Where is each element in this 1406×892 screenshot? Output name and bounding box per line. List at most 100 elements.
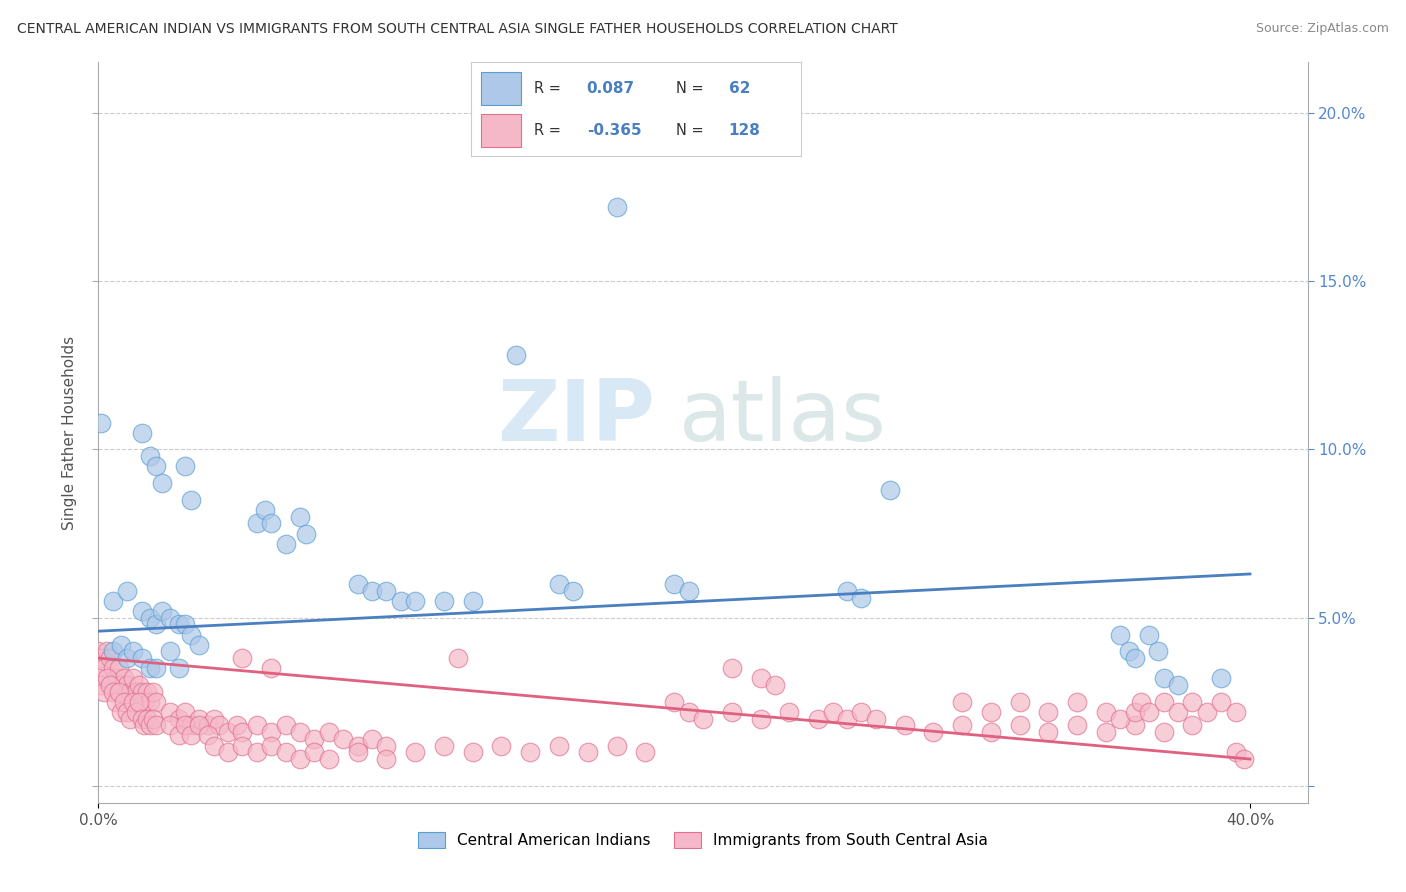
Point xyxy=(375,752,398,766)
Point xyxy=(361,731,384,746)
Point xyxy=(87,671,110,685)
Point xyxy=(720,705,742,719)
Point xyxy=(98,678,121,692)
Point xyxy=(159,718,181,732)
Point xyxy=(173,459,195,474)
Point xyxy=(159,644,181,658)
Point xyxy=(90,678,112,692)
Point xyxy=(950,695,973,709)
Point xyxy=(1225,705,1247,719)
Point xyxy=(879,483,901,497)
Point xyxy=(288,725,311,739)
Point xyxy=(1137,705,1160,719)
Point xyxy=(173,617,195,632)
Point xyxy=(1153,725,1175,739)
Point xyxy=(145,718,167,732)
Point xyxy=(188,712,211,726)
Point xyxy=(1123,705,1146,719)
Point xyxy=(922,725,945,739)
Point xyxy=(107,685,129,699)
Point xyxy=(634,745,657,759)
Point xyxy=(150,476,173,491)
Point xyxy=(678,583,700,598)
Point xyxy=(139,610,162,624)
Point xyxy=(128,678,150,692)
Point xyxy=(346,739,368,753)
Point xyxy=(110,638,132,652)
Point xyxy=(180,718,202,732)
Point xyxy=(101,594,124,608)
Point xyxy=(217,745,239,759)
Point xyxy=(101,661,124,675)
Point xyxy=(173,718,195,732)
Point xyxy=(225,718,247,732)
Point xyxy=(1233,752,1256,766)
Point xyxy=(110,705,132,719)
Point xyxy=(139,718,162,732)
Point xyxy=(131,604,153,618)
Text: CENTRAL AMERICAN INDIAN VS IMMIGRANTS FROM SOUTH CENTRAL ASIA SINGLE FATHER HOUS: CENTRAL AMERICAN INDIAN VS IMMIGRANTS FR… xyxy=(17,22,897,37)
Point xyxy=(115,651,138,665)
Point xyxy=(288,752,311,766)
FancyBboxPatch shape xyxy=(481,72,520,104)
Point xyxy=(254,503,277,517)
Point xyxy=(389,594,412,608)
Point xyxy=(167,617,190,632)
Point xyxy=(1109,712,1132,726)
Point xyxy=(98,651,121,665)
Point xyxy=(288,509,311,524)
Point xyxy=(274,718,297,732)
Point xyxy=(125,705,148,719)
Point xyxy=(1123,718,1146,732)
Point xyxy=(150,604,173,618)
Point xyxy=(1147,644,1170,658)
Point xyxy=(1167,678,1189,692)
Point xyxy=(145,459,167,474)
Point xyxy=(749,671,772,685)
Text: R =: R = xyxy=(534,80,561,95)
Point xyxy=(318,725,340,739)
Point xyxy=(134,695,156,709)
Point xyxy=(246,745,269,759)
Point xyxy=(96,644,118,658)
Point xyxy=(145,617,167,632)
Point xyxy=(188,718,211,732)
Point xyxy=(548,577,571,591)
Point xyxy=(139,695,162,709)
Point xyxy=(1153,695,1175,709)
Point xyxy=(145,695,167,709)
Point xyxy=(93,685,115,699)
Point xyxy=(180,492,202,507)
Point xyxy=(548,739,571,753)
Point xyxy=(294,526,316,541)
Point xyxy=(173,705,195,719)
Y-axis label: Single Father Households: Single Father Households xyxy=(62,335,77,530)
Point xyxy=(1118,644,1140,658)
Point xyxy=(188,638,211,652)
Point xyxy=(318,752,340,766)
Point xyxy=(835,712,858,726)
Point xyxy=(404,594,426,608)
Point xyxy=(1008,695,1031,709)
Point xyxy=(606,739,628,753)
Text: Source: ZipAtlas.com: Source: ZipAtlas.com xyxy=(1256,22,1389,36)
Point xyxy=(375,739,398,753)
Point xyxy=(167,729,190,743)
Point xyxy=(101,685,124,699)
Text: 128: 128 xyxy=(728,123,761,138)
Point xyxy=(104,671,127,685)
Point xyxy=(346,577,368,591)
Point xyxy=(304,745,326,759)
Point xyxy=(851,591,873,605)
Point xyxy=(1181,718,1204,732)
Text: R =: R = xyxy=(534,123,561,138)
Point xyxy=(122,644,145,658)
Point xyxy=(980,705,1002,719)
FancyBboxPatch shape xyxy=(481,114,520,147)
Point xyxy=(1211,695,1233,709)
Point xyxy=(120,712,142,726)
Point xyxy=(131,685,153,699)
Point xyxy=(246,516,269,531)
Point xyxy=(1123,651,1146,665)
Point xyxy=(1153,671,1175,685)
